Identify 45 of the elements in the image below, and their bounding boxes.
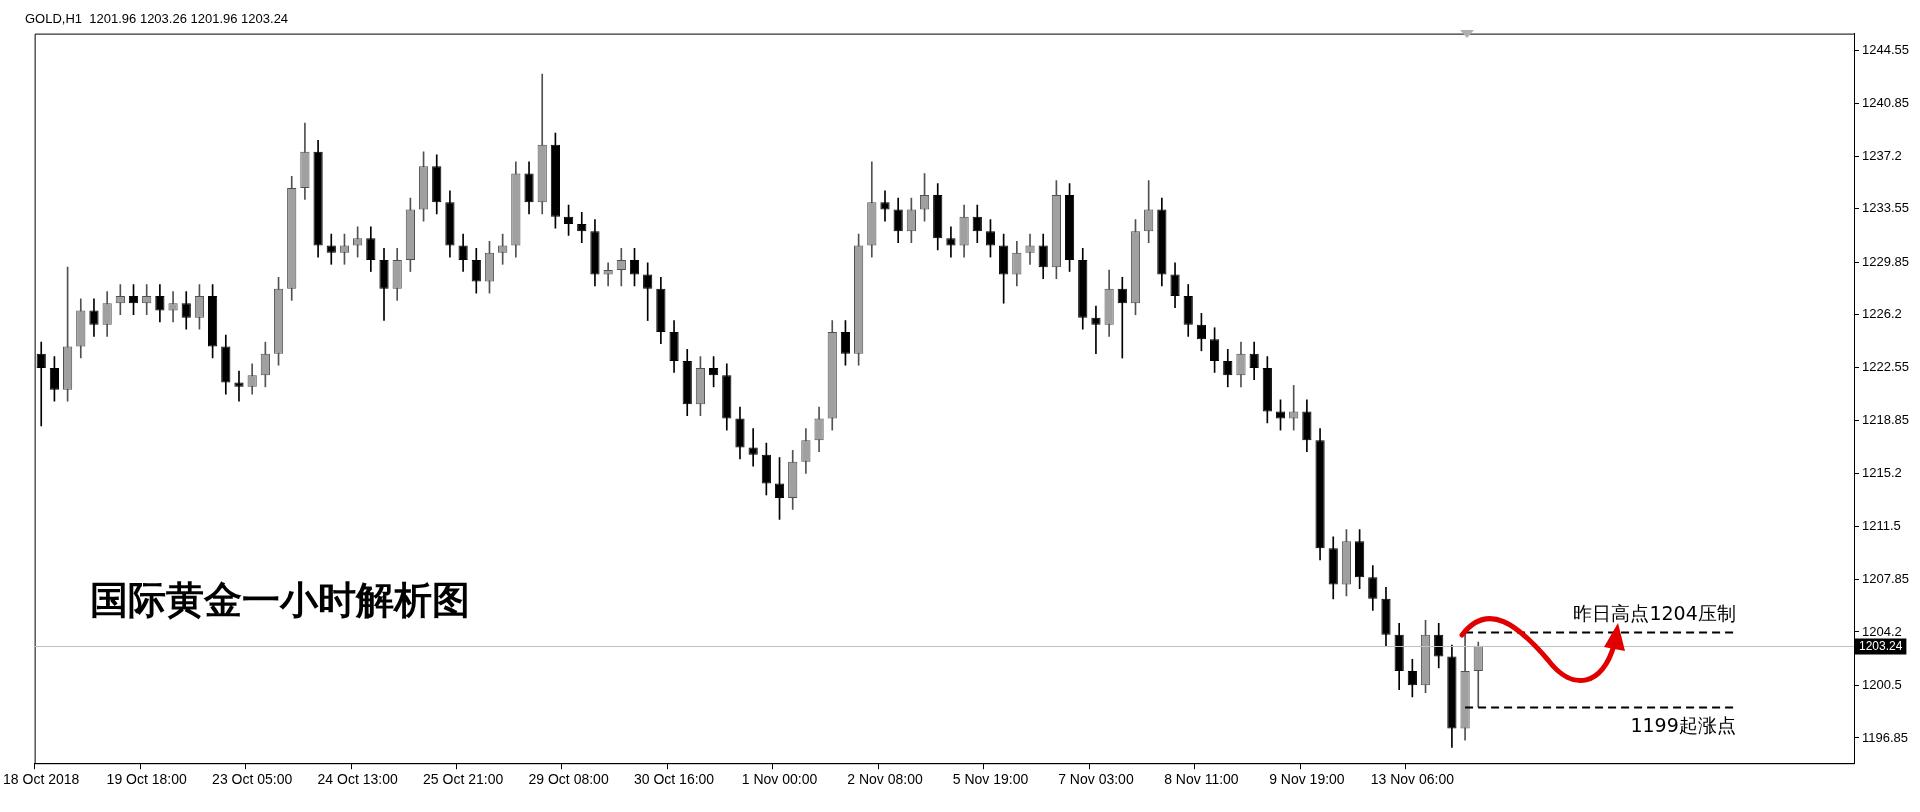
y-tick-label: 1211.5: [1862, 518, 1901, 534]
x-tick-label: 19 Oct 18:00: [106, 771, 187, 788]
y-tick-label: 1200.5: [1862, 676, 1902, 692]
y-tick-label: 1215.2: [1862, 464, 1902, 480]
x-tick-label: 24 Oct 13:00: [317, 771, 398, 788]
candlestick: [1091, 305, 1101, 355]
y-tick-label: 1207.85: [1862, 570, 1910, 586]
candlestick: [168, 291, 178, 323]
x-tick-label: 2 Nov 08:00: [847, 771, 923, 788]
x-tick-label: 23 Oct 05:00: [212, 771, 293, 788]
candlestick: [1117, 276, 1127, 359]
ref-line-label: 昨日高点1204压制: [1573, 601, 1736, 624]
x-tick-label: 9 Nov 19:00: [1269, 771, 1345, 788]
y-tick-label: 1222.55: [1862, 358, 1910, 374]
x-tick-label: 7 Nov 03:00: [1058, 771, 1134, 788]
y-tick-label: 1196.85: [1862, 729, 1909, 745]
y-tick-label: 1226.2: [1862, 306, 1902, 322]
ref-line-label: 1199起涨点: [1630, 713, 1736, 736]
y-tick-label: 1233.55: [1862, 200, 1910, 216]
x-tick-label: 18 Oct 2018: [3, 771, 80, 788]
x-tick-label: 1 Nov 00:00: [741, 771, 818, 788]
x-tick-label: 25 Oct 21:00: [423, 771, 504, 788]
chart-title: GOLD,H1 1201.96 1203.26 1201.96 1203.24: [25, 11, 289, 27]
candlestick: [142, 284, 152, 316]
x-tick-label: 13 Nov 06:00: [1370, 771, 1455, 788]
candlestick: [234, 370, 244, 402]
y-tick-label: 1218.85: [1862, 412, 1910, 428]
candlestick: [748, 428, 758, 467]
y-tick-label: 1237.2: [1862, 147, 1902, 163]
candlestick: [326, 233, 336, 265]
candlestick: [577, 212, 587, 244]
x-tick-label: 30 Oct 16:00: [633, 771, 715, 788]
candlestick: [946, 226, 956, 258]
x-tick-label: 5 Nov 19:00: [952, 771, 1029, 788]
x-tick-label: 29 Oct 08:00: [528, 771, 609, 788]
candlestick: [1289, 385, 1299, 431]
ref-line-label: 1203.24: [1859, 638, 1903, 653]
x-tick-label: 8 Nov 11:00: [1164, 771, 1239, 788]
candlestick: [1025, 233, 1035, 265]
y-tick-label: 1240.85: [1862, 95, 1910, 111]
y-tick-label: 1244.55: [1862, 41, 1910, 57]
candlestick: [880, 190, 890, 222]
y-tick-label: 1229.85: [1862, 253, 1910, 269]
annotation: 国际黄金一小时解析图: [89, 576, 470, 622]
y-tick-label: 1204.2: [1862, 623, 1902, 639]
